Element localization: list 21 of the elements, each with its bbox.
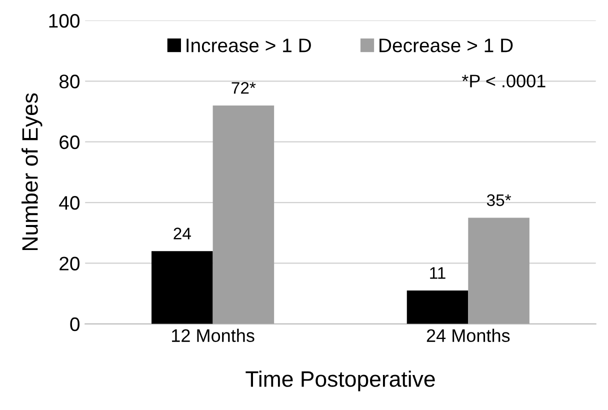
x-axis-title: Time Postoperative — [246, 370, 435, 392]
y-tick-label: 20 — [60, 256, 80, 270]
y-tick-label: 80 — [59, 74, 80, 88]
y-axis-title: Number of Eyes — [22, 93, 42, 250]
data-label: 72* — [232, 82, 256, 94]
y-tick-label: 60 — [60, 135, 80, 150]
bar — [152, 251, 213, 324]
legend-label: Decrease > 1 D — [380, 38, 513, 52]
annotation: *P < .0001 — [462, 74, 546, 88]
y-tick-label: 0 — [70, 317, 80, 332]
legend-label: Increase > 1 D — [186, 38, 311, 52]
bar — [468, 218, 530, 324]
data-label: 35* — [486, 194, 512, 206]
x-tick-label: 24 Months — [426, 328, 510, 342]
y-tick-label: 100 — [49, 14, 80, 28]
bar — [406, 290, 468, 324]
bar — [212, 105, 274, 324]
y-tick-label: 40 — [59, 196, 80, 210]
data-label: 24 — [174, 228, 191, 240]
x-tick-label: 12 Months — [172, 328, 254, 342]
data-label: 11 — [430, 267, 446, 279]
